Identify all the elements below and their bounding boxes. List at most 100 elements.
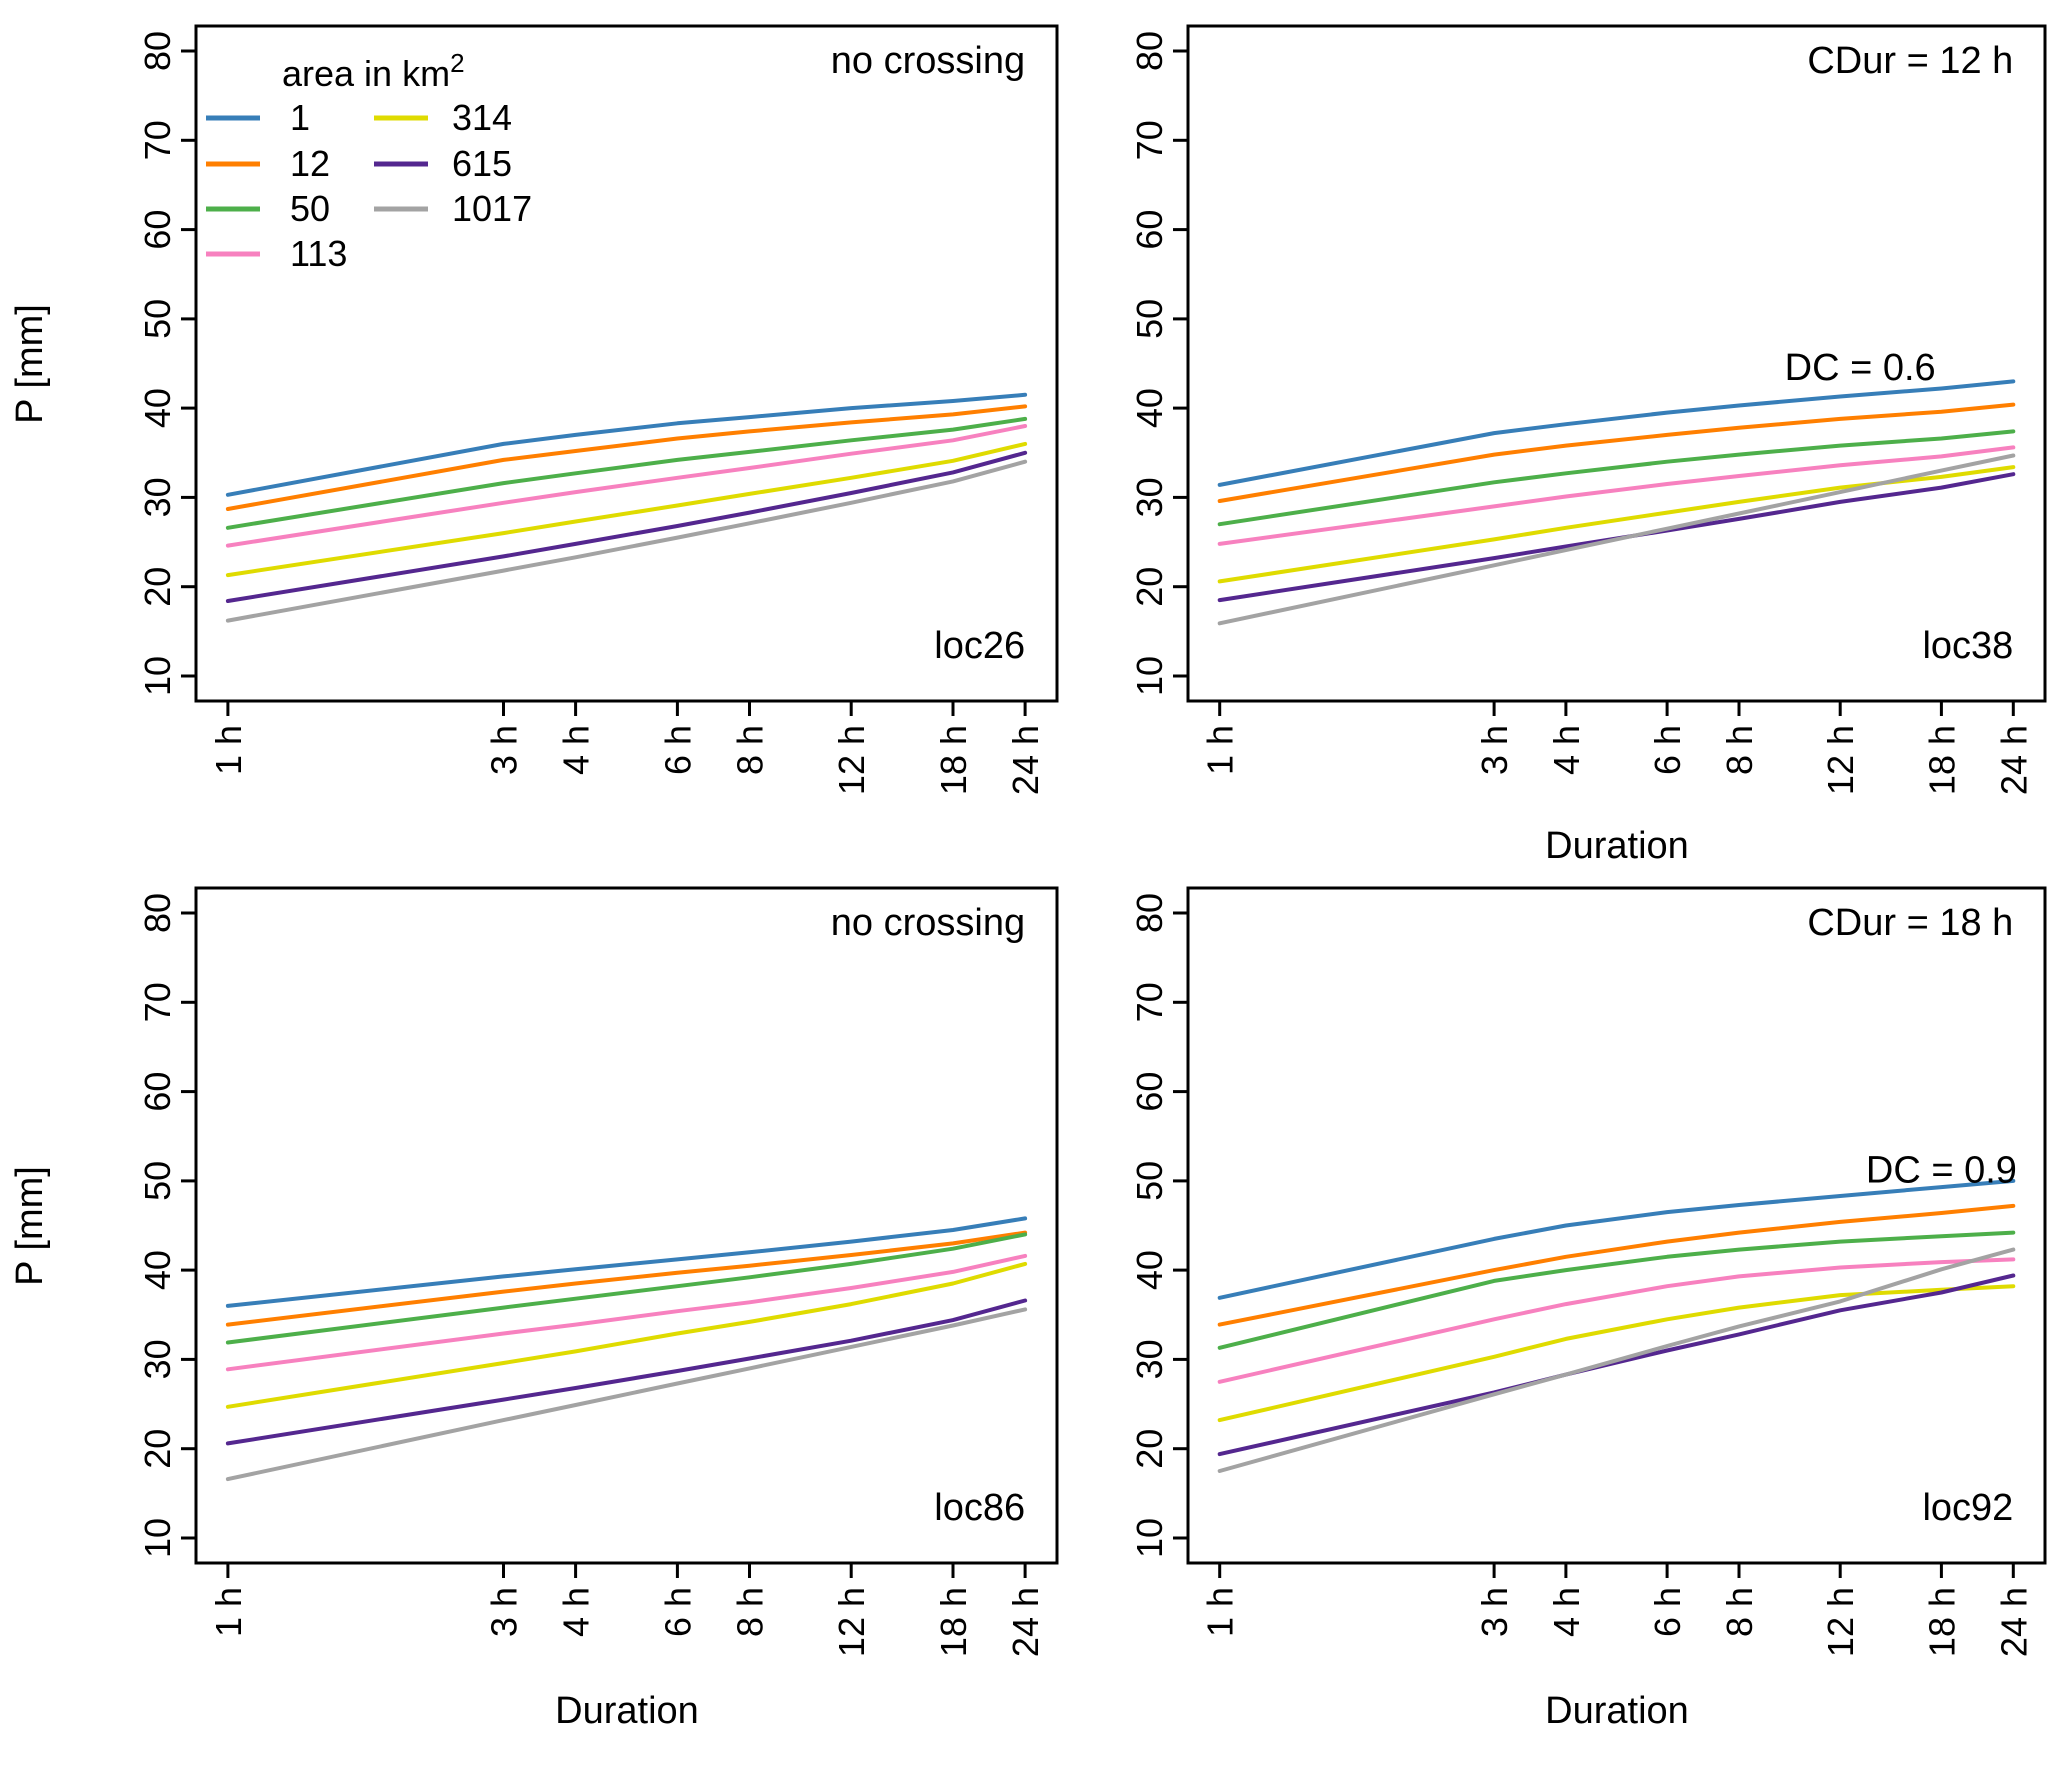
plot-box <box>1186 24 2047 703</box>
x-tick-label: 6 h <box>657 1587 698 1637</box>
x-tick-label: 12 h <box>831 1587 872 1657</box>
series-line-113 <box>1217 1257 2016 1384</box>
y-tick-label: 60 <box>1129 1072 1170 1112</box>
y-tick-label: 10 <box>137 1518 178 1558</box>
y-tick-label: 50 <box>1129 299 1170 339</box>
x-tick-label: 12 h <box>1820 1587 1861 1657</box>
y-tick-label: 60 <box>1129 210 1170 250</box>
y-tick-label: 40 <box>1129 388 1170 428</box>
annotation-dc-0-9: DC = 0.9 <box>1866 1149 2017 1191</box>
y-tick-label: 70 <box>137 982 178 1022</box>
legend-label-1017: 1017 <box>452 188 532 229</box>
plot-box <box>1186 886 2047 1565</box>
y-axis-title: P [mm] <box>9 304 51 424</box>
legend-title: area in km2 <box>282 48 465 94</box>
y-tick-label: 60 <box>137 1072 178 1112</box>
series-line-1 <box>1217 1178 2016 1300</box>
y-tick-label: 30 <box>137 477 178 517</box>
series-line-50 <box>225 416 1028 530</box>
series-line-50 <box>1217 429 2016 527</box>
y-tick-label: 70 <box>1129 982 1170 1022</box>
series-line-12 <box>1217 402 2016 503</box>
series-line-1017 <box>225 459 1028 623</box>
x-axis-title: Duration <box>555 1690 699 1732</box>
series-line-1 <box>1217 379 2016 487</box>
y-tick-label: 20 <box>137 1429 178 1469</box>
y-tick-label: 50 <box>1129 1161 1170 1201</box>
y-tick-label: 80 <box>1129 31 1170 71</box>
annotation-dc-0-6: DC = 0.6 <box>1785 347 1936 389</box>
y-tick-label: 40 <box>137 388 178 428</box>
y-tick-label: 30 <box>137 1339 178 1379</box>
series-line-1017 <box>1217 453 2016 626</box>
panel-loc86: 10 20 30 40 50 60 70 80 1 h 3 h 4 h 6 h 8 h 12 h 18 h 2… <box>9 886 1059 1732</box>
series-line-12 <box>225 404 1028 511</box>
legend-label-314: 314 <box>452 97 512 138</box>
legend-label-1: 1 <box>290 97 310 138</box>
panel-cell-loc86: 10 20 30 40 50 60 70 80 1 h 3 h 4 h 6 h 8 h 12 h 18 h 2… <box>0 883 1080 1766</box>
series-line-50 <box>1217 1230 2016 1350</box>
series-line-615 <box>1217 472 2016 603</box>
annotation-loc86: loc86 <box>934 1487 1025 1529</box>
annotation-no-crossing: no crossing <box>831 40 1025 82</box>
x-tick-label: 6 h <box>1647 1587 1688 1637</box>
x-tick-label: 3 h <box>484 725 525 775</box>
x-tick-label: 24 h <box>1993 1587 2034 1657</box>
y-tick-label: 20 <box>1129 1429 1170 1469</box>
y-tick-label: 10 <box>1129 656 1170 696</box>
panel-cell-loc26: 10 20 30 40 50 60 70 80 1 h 3 h 4 h 6 h 8 h 12 h 18 h 2… <box>0 0 1080 883</box>
x-tick-label: 4 h <box>556 1587 597 1637</box>
x-tick-label: 18 h <box>1921 725 1962 795</box>
x-tick-label: 8 h <box>1719 725 1760 775</box>
series-line-50 <box>225 1232 1028 1345</box>
x-tick-label: 6 h <box>657 725 698 775</box>
x-tick-label: 18 h <box>933 725 974 795</box>
series-line-113 <box>225 1253 1028 1372</box>
panel-loc92: 10 20 30 40 50 60 70 80 1 h 3 h 4 h 6 h 8 h 12 h 18 h 2… <box>1129 886 2047 1732</box>
series-line-12 <box>225 1230 1028 1327</box>
y-axis-title: P [mm] <box>9 1166 51 1286</box>
x-tick-label: 24 h <box>1005 1587 1046 1657</box>
series-line-314 <box>225 441 1028 578</box>
panel-loc26: 10 20 30 40 50 60 70 80 1 h 3 h 4 h 6 h 8 h 12 h 18 h 2… <box>9 24 1059 795</box>
y-tick-label: 30 <box>1129 1339 1170 1379</box>
annotation-loc92: loc92 <box>1922 1487 2013 1529</box>
legend-label-50: 50 <box>290 188 330 229</box>
annotation-cdur-12-h: CDur = 12 h <box>1807 40 2013 82</box>
x-tick-label: 12 h <box>831 725 872 795</box>
x-tick-label: 3 h <box>1474 725 1515 775</box>
legend-label-615: 615 <box>452 143 512 184</box>
y-tick-label: 10 <box>1129 1518 1170 1558</box>
panel-cell-loc92: 10 20 30 40 50 60 70 80 1 h 3 h 4 h 6 h 8 h 12 h 18 h 2… <box>1080 883 2067 1766</box>
x-tick-label: 18 h <box>933 1587 974 1657</box>
x-tick-label: 3 h <box>1474 1587 1515 1637</box>
annotation-cdur-18-h: CDur = 18 h <box>1807 902 2013 944</box>
y-tick-label: 80 <box>1129 893 1170 933</box>
y-tick-label: 30 <box>1129 477 1170 517</box>
x-tick-label: 24 h <box>1993 725 2034 795</box>
series-line-12 <box>1217 1203 2016 1327</box>
legend-label-12: 12 <box>290 143 330 184</box>
plot-box <box>194 886 1059 1565</box>
x-axis-title: Duration <box>1545 825 1689 867</box>
y-tick-label: 70 <box>137 120 178 160</box>
series-line-314 <box>1217 465 2016 584</box>
x-tick-label: 24 h <box>1005 725 1046 795</box>
annotation-no-crossing: no crossing <box>831 902 1025 944</box>
series-line-1017 <box>1217 1247 2016 1473</box>
series-line-1017 <box>225 1307 1028 1482</box>
y-tick-label: 40 <box>137 1250 178 1290</box>
x-tick-label: 3 h <box>484 1587 525 1637</box>
y-tick-label: 10 <box>137 656 178 696</box>
y-tick-label: 80 <box>137 31 178 71</box>
y-tick-label: 80 <box>137 893 178 933</box>
series-line-615 <box>225 1298 1028 1446</box>
x-tick-label: 12 h <box>1820 725 1861 795</box>
x-tick-label: 4 h <box>1546 725 1587 775</box>
y-tick-label: 20 <box>1129 567 1170 607</box>
x-tick-label: 1 h <box>208 1587 249 1637</box>
x-tick-label: 1 h <box>1200 725 1241 775</box>
series-line-1 <box>225 1216 1028 1308</box>
